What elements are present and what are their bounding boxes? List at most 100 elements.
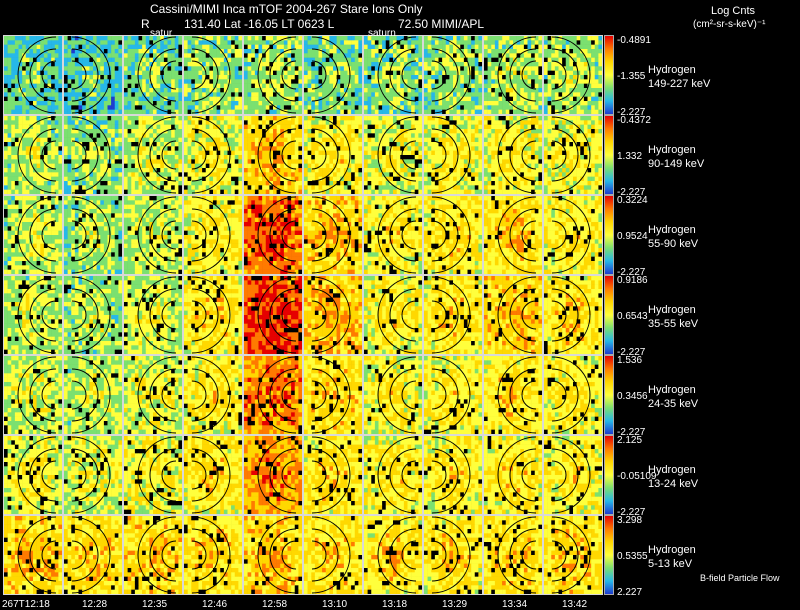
pixel-cell xyxy=(491,62,496,67)
pixel-cell xyxy=(407,88,412,93)
pixel-cell xyxy=(294,185,299,190)
pixel-cell xyxy=(178,62,182,67)
pixel-cell xyxy=(513,105,517,110)
pixel-cell xyxy=(153,101,157,106)
pixel-cell xyxy=(513,109,517,114)
pixel-cell xyxy=(418,53,422,58)
pixel-cell xyxy=(47,53,52,58)
pixel-cell xyxy=(509,62,514,67)
pixel-cell xyxy=(407,163,412,169)
pixel-cell xyxy=(343,120,348,125)
pixel-cell xyxy=(434,79,439,84)
pixel-cell xyxy=(294,109,299,114)
pixel-cell xyxy=(194,36,199,41)
pixel-cell xyxy=(294,105,299,110)
pixel-cell xyxy=(100,88,105,93)
pixel-cell xyxy=(67,181,72,186)
pixel-cell xyxy=(209,142,214,147)
pixel-cell xyxy=(47,189,52,194)
pixel-cell xyxy=(118,88,122,93)
pixel-cell xyxy=(591,66,596,71)
pixel-cell xyxy=(544,40,548,45)
pixel-cell xyxy=(205,66,210,71)
pixel-cell xyxy=(96,66,101,71)
pixel-cell xyxy=(314,62,319,67)
pixel-cell xyxy=(393,189,397,194)
pixel-cell xyxy=(325,133,330,138)
pixel-cell xyxy=(516,79,521,84)
pixel-cell xyxy=(431,57,436,63)
pixel-cell xyxy=(163,159,168,164)
pixel-cell xyxy=(29,168,34,173)
pixel-cell xyxy=(516,49,521,54)
pixel-cell xyxy=(276,101,281,106)
pixel-cell xyxy=(178,150,182,156)
pixel-cell xyxy=(247,181,252,186)
pixel-cell xyxy=(114,189,119,194)
pixel-cell xyxy=(74,92,79,97)
pixel-cell xyxy=(400,185,405,190)
pixel-cell xyxy=(58,66,62,71)
pixel-cell xyxy=(283,181,288,186)
pixel-cell xyxy=(85,189,90,194)
pixel-cell xyxy=(367,44,372,50)
pixel-cell xyxy=(174,172,179,177)
pixel-cell xyxy=(378,181,383,186)
pixel-cell xyxy=(156,36,161,41)
pixel-cell xyxy=(294,83,299,89)
pixel-cell xyxy=(354,176,359,182)
pixel-cell xyxy=(205,116,210,121)
pixel-cell xyxy=(516,66,521,71)
pixel-cell xyxy=(298,66,302,71)
pixel-cell xyxy=(167,49,172,54)
pixel-cell xyxy=(487,101,492,106)
pixel-cell xyxy=(138,70,143,76)
pixel-cell xyxy=(269,146,274,151)
pixel-cell xyxy=(22,40,27,45)
pixel-cell xyxy=(554,96,559,102)
pixel-cell xyxy=(64,66,68,71)
pixel-cell xyxy=(145,75,150,80)
pixel-cell xyxy=(205,129,210,134)
pixel-cell xyxy=(527,88,532,93)
pixel-cell xyxy=(258,133,263,138)
pixel-cell xyxy=(93,185,97,190)
pixel-cell xyxy=(304,70,308,76)
pixel-cell xyxy=(58,109,62,114)
pixel-cell xyxy=(254,133,259,138)
pixel-cell xyxy=(424,57,428,63)
pixel-cell xyxy=(558,57,563,63)
pixel-cell xyxy=(213,163,217,169)
pixel-cell xyxy=(213,142,217,147)
pixel-cell xyxy=(411,101,416,106)
pixel-cell xyxy=(111,137,116,143)
pixel-cell xyxy=(340,79,345,84)
pixel-cell xyxy=(58,172,62,177)
pixel-cell xyxy=(244,120,248,125)
pixel-cell xyxy=(67,133,72,138)
pixel-cell xyxy=(33,146,37,151)
pixel-cell xyxy=(85,155,90,160)
pixel-cell xyxy=(96,168,101,173)
pixel-cell xyxy=(343,189,348,194)
pixel-cell xyxy=(89,83,94,89)
pixel-cell xyxy=(471,44,476,50)
pixel-cell xyxy=(138,53,143,58)
pixel-cell xyxy=(283,146,288,151)
pixel-cell xyxy=(385,40,390,45)
pixel-cell xyxy=(160,142,165,147)
pixel-cell xyxy=(205,101,210,106)
pixel-cell xyxy=(531,49,536,54)
pixel-cell xyxy=(291,44,296,50)
pixel-cell xyxy=(131,101,136,106)
pixel-cell xyxy=(156,124,161,130)
pixel-cell xyxy=(378,185,383,190)
pixel-cell xyxy=(407,40,412,45)
pixel-cell xyxy=(554,75,559,80)
pixel-cell xyxy=(238,92,242,97)
pixel-cell xyxy=(118,101,122,106)
pixel-cell xyxy=(14,163,19,169)
pixel-cell xyxy=(291,159,296,164)
pixel-cell xyxy=(265,133,270,138)
pixel-cell xyxy=(318,168,323,173)
